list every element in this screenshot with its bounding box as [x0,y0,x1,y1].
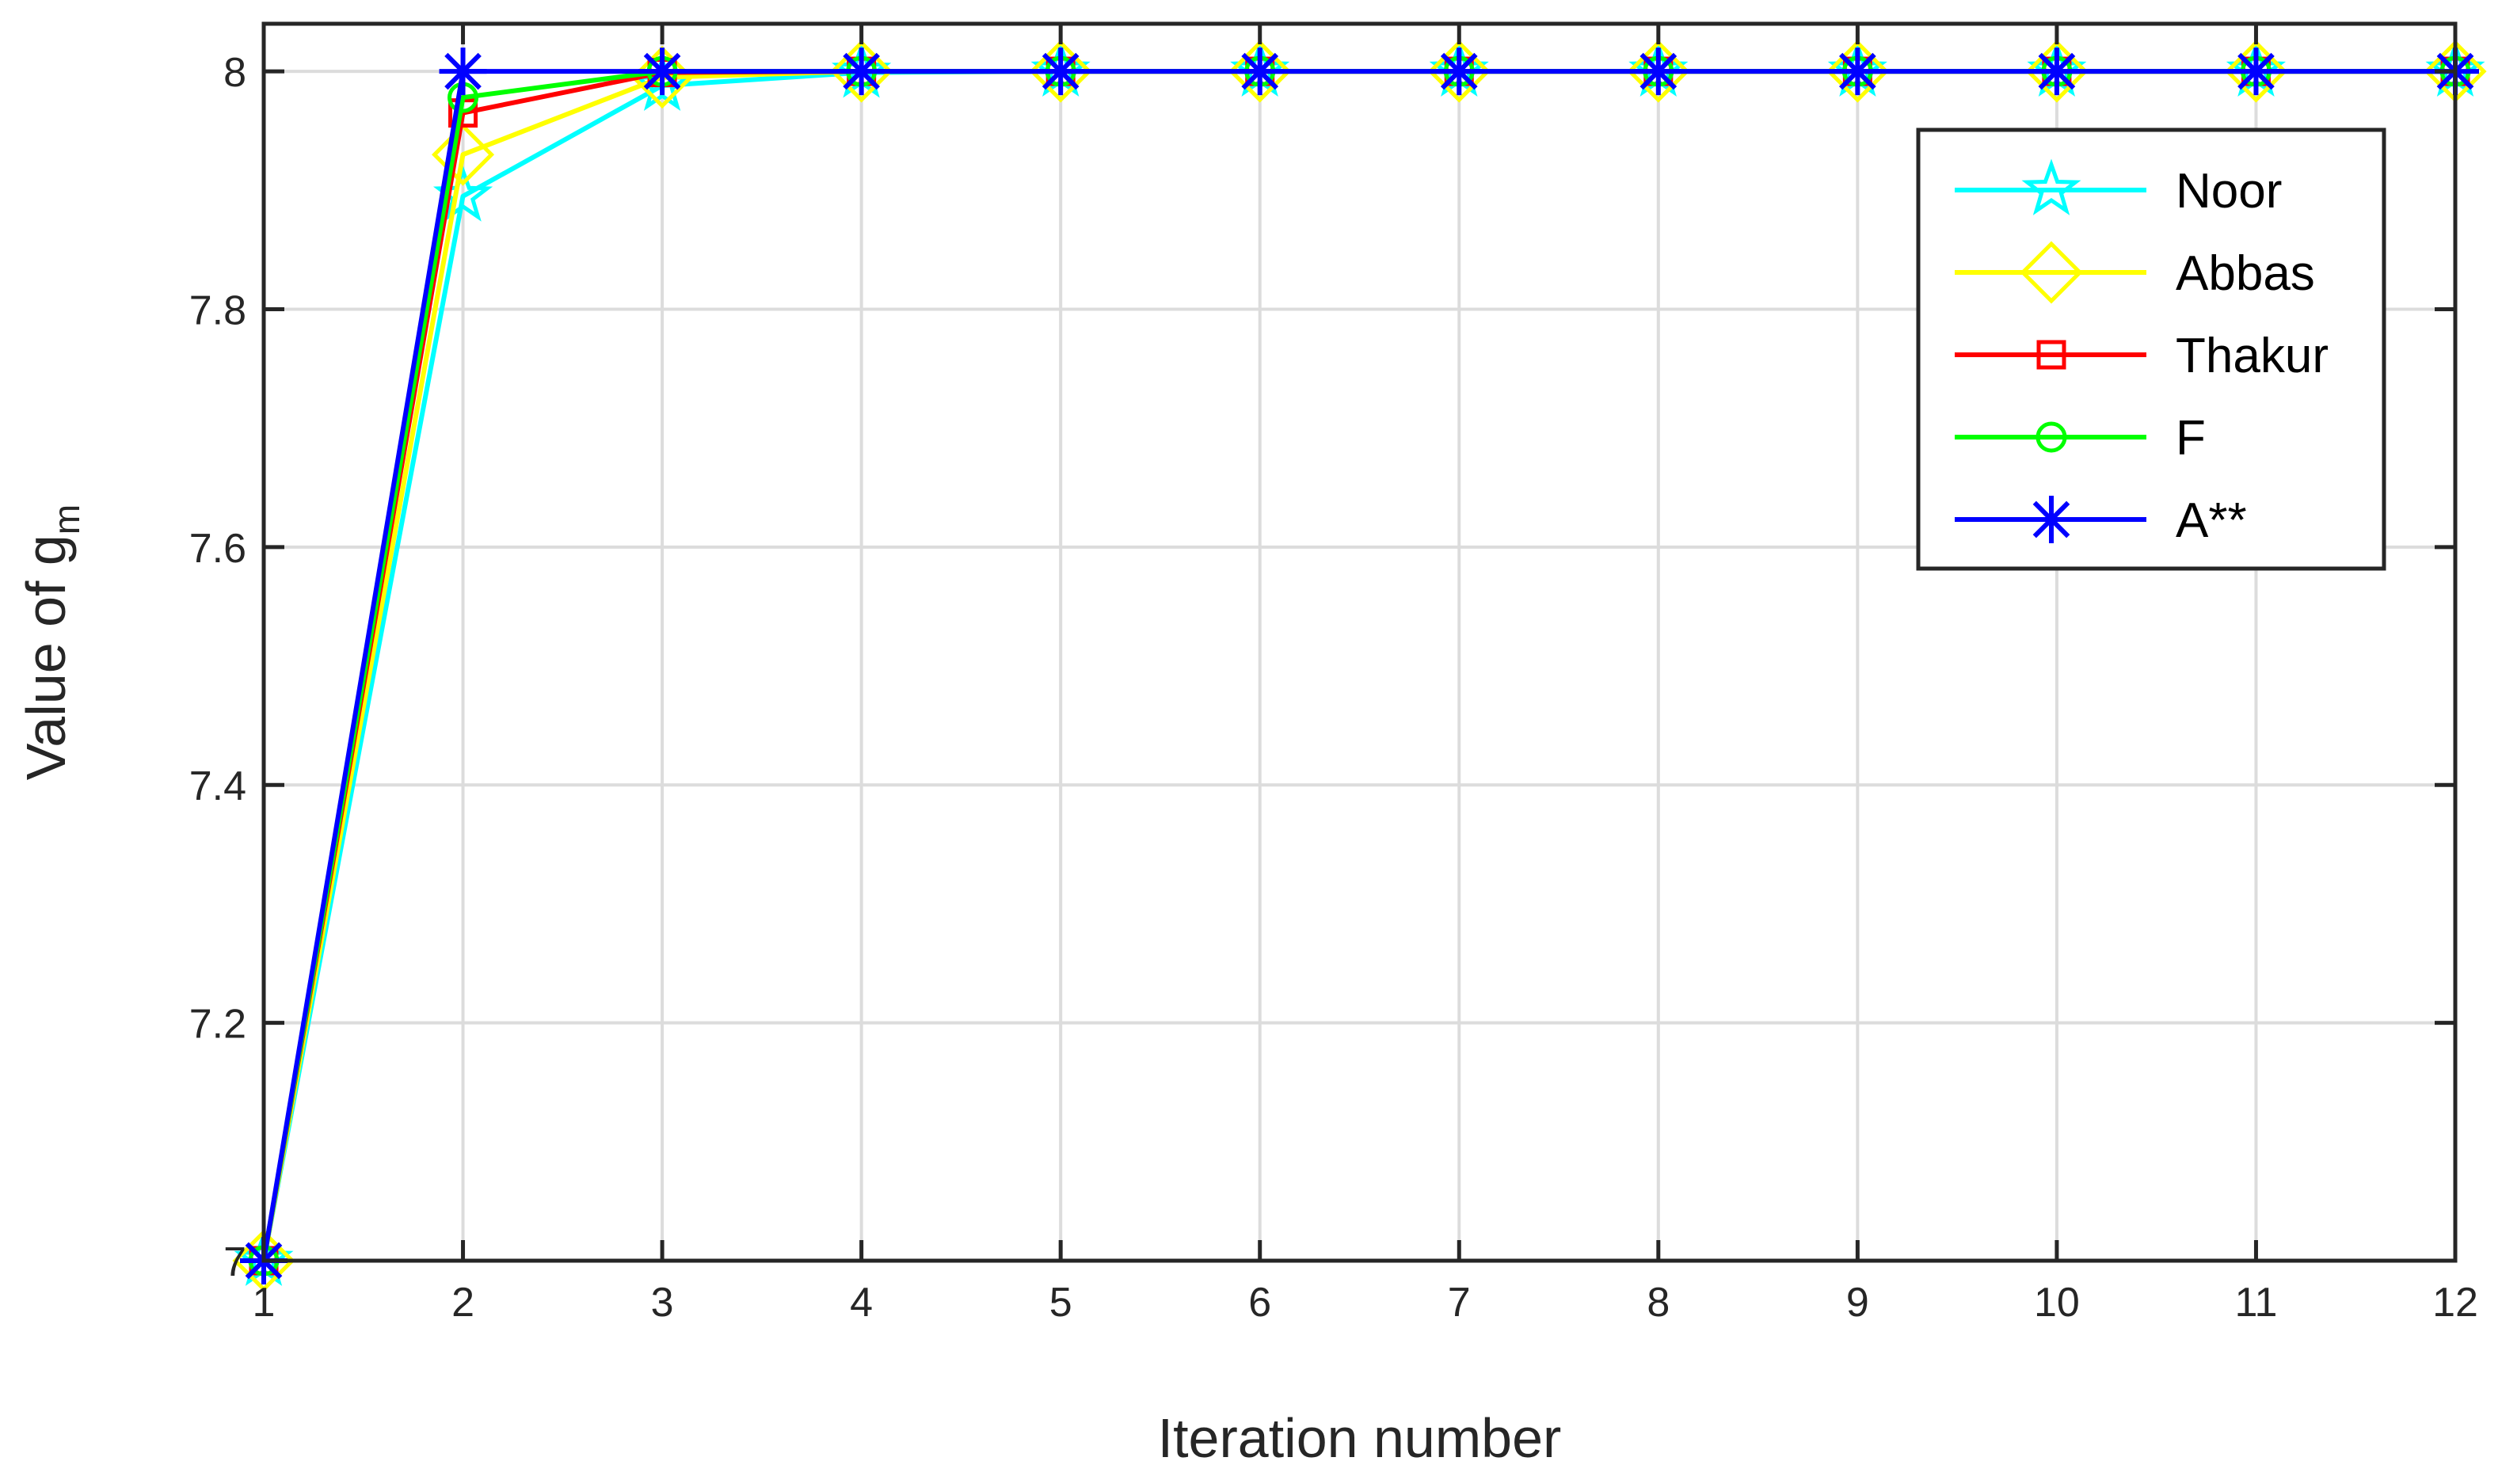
marker-asterisk [2028,496,2075,543]
diamond-shape [1228,40,1292,103]
asterisk-stroke [643,52,681,90]
y-tick-label: 7.4 [189,763,246,809]
marker-asterisk [2232,48,2280,96]
asterisk-stroke [2032,500,2070,538]
diamond-shape [432,123,495,186]
marker-asterisk [1236,48,1284,96]
legend-label: Thakur [2176,329,2329,383]
asterisk-stroke [1839,52,1876,90]
series-layer [232,40,2487,1292]
marker-asterisk [1834,48,1882,96]
legend-entry: Noor [1955,158,2282,219]
x-tick-label: 1 [253,1280,276,1326]
marker-diamond [1228,40,1292,103]
asterisk-stroke [1042,52,1080,90]
legend-label: Noor [2176,164,2282,219]
diamond-shape [1826,40,1889,103]
x-tick-label: 7 [1448,1280,1471,1326]
marker-diamond [2025,40,2089,103]
marker-diamond [232,1229,295,1292]
legend-label: F [2176,411,2206,466]
diamond-shape [1029,40,1092,103]
marker-square [2036,340,2066,370]
x-tick-label: 2 [451,1280,474,1326]
y-axis-title: Value of gm [15,504,87,780]
star-shape [2021,158,2081,215]
x-tick-label: 6 [1248,1280,1271,1326]
asterisk-stroke [2038,52,2076,90]
asterisk-stroke [843,52,880,90]
asterisk-stroke [444,52,482,90]
legend-entry: A** [1955,493,2247,548]
plot-frame [261,21,2458,1263]
legend-box [1916,127,2386,571]
marker-diamond [830,40,893,103]
asterisk-stroke [1440,52,1478,90]
marker-asterisk [1634,48,1682,96]
diamond-shape [630,46,694,109]
marker-star [2021,158,2081,215]
series-line [261,69,2455,1261]
marker-diamond [432,123,495,186]
x-tick-label: 4 [850,1280,873,1326]
y-tick-label: 7 [223,1239,246,1285]
legend-entry: Thakur [1955,329,2329,383]
x-tick-label: 12 [2432,1280,2478,1326]
y-axis-title-main: Value of g [15,535,77,780]
marker-asterisk [1435,48,1483,96]
diamond-shape [2025,40,2089,103]
diamond-shape [1427,40,1491,103]
marker-diamond [1427,40,1491,103]
square-shape [2036,340,2066,370]
legend-entry: F [1955,411,2206,466]
marker-diamond [2224,40,2287,103]
marker-asterisk [638,48,687,96]
y-axis-title-subscript: m [46,504,87,535]
y-tick-label: 7.2 [189,1002,246,1048]
x-tick-label: 10 [2034,1280,2080,1326]
legend-label: A** [2176,493,2247,548]
marker-diamond [630,46,694,109]
legend: Noor Abbas Thakur F A** [1916,127,2386,571]
grid [262,24,2457,1262]
x-axis-title: Iteration number [1158,1407,1562,1469]
x-tick-label: 9 [1846,1280,1869,1326]
legend-entry: Abbas [1955,241,2315,304]
diamond-shape [2020,241,2083,304]
marker-asterisk [2032,48,2081,96]
diamond-shape [1627,40,1690,103]
marker-diamond [1627,40,1690,103]
x-tick-label: 3 [651,1280,674,1326]
diamond-shape [2224,40,2287,103]
marker-diamond [2020,241,2083,304]
marker-asterisk [837,48,885,96]
x-tick-label: 5 [1049,1280,1072,1326]
asterisk-stroke [2237,52,2275,90]
asterisk-stroke [1241,52,1279,90]
marker-diamond [1826,40,1889,103]
diamond-shape [830,40,893,103]
marker-asterisk [439,48,487,96]
x-tick-label: 8 [1647,1280,1670,1326]
marker-diamond [1029,40,1092,103]
y-tick-label: 7.8 [189,287,246,333]
asterisk-stroke [1639,52,1678,90]
marker-circle [2035,421,2067,453]
legend-label: Abbas [2176,246,2315,301]
circle-shape [2035,421,2067,453]
diamond-shape [232,1229,295,1292]
marker-asterisk [1037,48,1085,96]
y-tick-label: 8 [223,50,246,96]
y-tick-label: 7.6 [189,526,246,572]
x-tick-label: 11 [2234,1280,2277,1326]
